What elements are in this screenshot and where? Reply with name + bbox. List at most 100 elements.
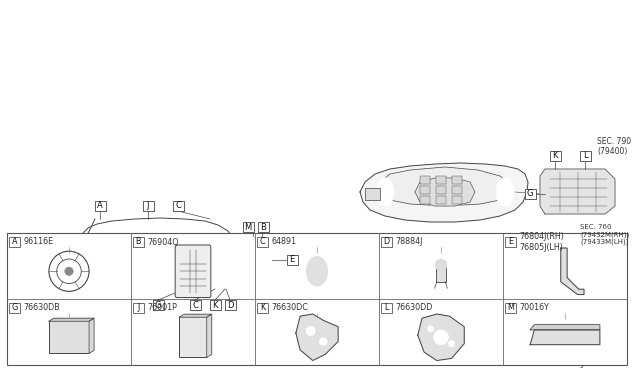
Text: L: L bbox=[582, 151, 588, 160]
Bar bbox=[505, 303, 516, 313]
Text: 76630DC: 76630DC bbox=[271, 304, 308, 312]
Text: B: B bbox=[260, 222, 266, 231]
Bar bbox=[257, 222, 269, 232]
Polygon shape bbox=[207, 314, 212, 357]
Circle shape bbox=[435, 259, 447, 271]
Polygon shape bbox=[418, 314, 464, 360]
Bar bbox=[49, 321, 89, 353]
Circle shape bbox=[306, 326, 316, 336]
Bar bbox=[420, 196, 430, 204]
Text: M: M bbox=[507, 304, 514, 312]
Bar bbox=[189, 300, 200, 310]
Text: C: C bbox=[260, 237, 266, 247]
Bar bbox=[9, 303, 20, 313]
Bar bbox=[252, 242, 264, 272]
Bar bbox=[9, 237, 20, 247]
Bar bbox=[143, 201, 154, 211]
Ellipse shape bbox=[307, 257, 328, 286]
Bar bbox=[209, 300, 221, 310]
Text: J: J bbox=[138, 304, 140, 312]
Circle shape bbox=[434, 330, 449, 345]
Circle shape bbox=[428, 326, 434, 332]
Bar bbox=[95, 201, 106, 211]
Text: D: D bbox=[383, 237, 390, 247]
Text: SEC. 790
(79400): SEC. 790 (79400) bbox=[597, 137, 631, 156]
Polygon shape bbox=[20, 249, 270, 304]
Polygon shape bbox=[530, 330, 600, 345]
Bar bbox=[287, 255, 298, 265]
Bar bbox=[579, 151, 591, 161]
Circle shape bbox=[233, 283, 243, 293]
Text: D: D bbox=[227, 301, 233, 310]
Bar bbox=[436, 267, 446, 282]
Text: J: J bbox=[147, 202, 149, 211]
Bar bbox=[179, 317, 207, 357]
Text: C: C bbox=[192, 301, 198, 310]
Bar bbox=[505, 237, 516, 247]
Bar bbox=[550, 151, 561, 161]
Polygon shape bbox=[561, 248, 584, 295]
Bar bbox=[257, 303, 268, 313]
Text: SEC. 760
(79432M(RH))
(79433M(LH)): SEC. 760 (79432M(RH)) (79433M(LH)) bbox=[580, 224, 629, 245]
Polygon shape bbox=[415, 178, 475, 206]
Text: K: K bbox=[212, 301, 218, 310]
Bar bbox=[243, 222, 253, 232]
Text: 78884J: 78884J bbox=[395, 237, 422, 247]
Bar bbox=[133, 303, 144, 313]
Text: 76804J(RH)
76805J(LH): 76804J(RH) 76805J(LH) bbox=[519, 232, 564, 252]
Bar bbox=[452, 176, 462, 184]
Polygon shape bbox=[530, 325, 600, 330]
Circle shape bbox=[221, 271, 255, 305]
Ellipse shape bbox=[496, 178, 514, 206]
Text: G: G bbox=[12, 304, 18, 312]
Text: E: E bbox=[508, 237, 513, 247]
Bar bbox=[152, 300, 163, 310]
Bar bbox=[173, 201, 184, 211]
Polygon shape bbox=[296, 314, 338, 360]
Polygon shape bbox=[360, 163, 528, 222]
Text: 96116E: 96116E bbox=[23, 237, 53, 247]
Text: K: K bbox=[552, 151, 557, 160]
Text: A: A bbox=[97, 202, 103, 211]
Bar bbox=[525, 189, 536, 199]
Bar bbox=[420, 186, 430, 194]
Polygon shape bbox=[49, 318, 94, 321]
Polygon shape bbox=[540, 169, 615, 214]
Bar bbox=[381, 303, 392, 313]
Bar bbox=[436, 176, 446, 184]
Bar bbox=[420, 176, 430, 184]
Bar bbox=[452, 186, 462, 194]
Polygon shape bbox=[179, 314, 212, 317]
FancyBboxPatch shape bbox=[175, 245, 211, 298]
Text: 70016Y: 70016Y bbox=[519, 304, 549, 312]
Text: B: B bbox=[136, 237, 141, 247]
Circle shape bbox=[65, 267, 73, 276]
Text: A: A bbox=[12, 237, 17, 247]
Text: G: G bbox=[527, 189, 533, 199]
Text: 76904Q: 76904Q bbox=[147, 237, 179, 247]
Text: G: G bbox=[155, 301, 161, 310]
Circle shape bbox=[449, 340, 455, 347]
Bar bbox=[257, 237, 268, 247]
Polygon shape bbox=[380, 167, 510, 206]
Text: E: E bbox=[289, 256, 294, 264]
Circle shape bbox=[249, 270, 261, 282]
Bar bbox=[436, 196, 446, 204]
Text: K: K bbox=[260, 304, 265, 312]
Bar bbox=[381, 237, 392, 247]
Text: M: M bbox=[244, 222, 252, 231]
Bar bbox=[452, 196, 462, 204]
Bar bbox=[133, 237, 144, 247]
Text: C: C bbox=[175, 202, 181, 211]
Text: 64891: 64891 bbox=[271, 237, 296, 247]
Circle shape bbox=[41, 271, 75, 305]
Text: 76630DB: 76630DB bbox=[23, 304, 60, 312]
Text: L: L bbox=[384, 304, 388, 312]
Circle shape bbox=[245, 266, 265, 286]
Ellipse shape bbox=[376, 178, 394, 206]
Bar bbox=[215, 257, 237, 289]
Circle shape bbox=[53, 283, 63, 293]
Polygon shape bbox=[89, 318, 94, 353]
Bar bbox=[225, 300, 236, 310]
Text: J76701HL: J76701HL bbox=[582, 359, 625, 368]
